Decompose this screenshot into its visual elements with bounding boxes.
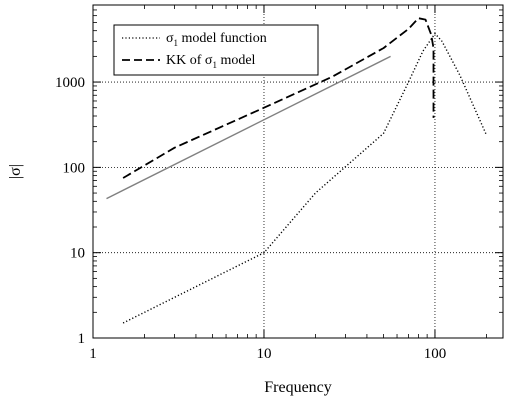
x-tick-label: 1: [89, 346, 97, 362]
series-model-function: [122, 32, 488, 324]
tick-marks: [92, 4, 503, 339]
tick-labels: 1 10 100 1 10 100 1000: [55, 75, 446, 362]
series-kk-model: [122, 17, 435, 179]
x-tick-label: 100: [424, 346, 447, 362]
x-tick-label: 10: [256, 346, 271, 362]
series-reference-line: [106, 55, 391, 200]
series-layer: [106, 17, 488, 324]
y-axis-label: |σ|: [7, 164, 24, 179]
legend-label-kk-model: KK of σ1 model: [166, 53, 256, 70]
y-tick-label: 1000: [55, 75, 85, 91]
y-tick-label: 1: [78, 331, 86, 347]
legend-label-model-function-rest: model function: [178, 31, 267, 46]
legend: σ1 model function KK of σ1 model: [113, 24, 319, 76]
x-axis-label: Frequency: [264, 379, 332, 396]
grid-lines: [93, 5, 503, 338]
legend-label-kk-model-sub: 1: [212, 60, 217, 70]
legend-label-model-function-main: σ: [166, 31, 174, 46]
legend-label-kk-model-rest: model: [217, 53, 256, 68]
legend-box: [113, 24, 319, 76]
y-tick-label: 10: [70, 246, 85, 262]
y-tick-label: 100: [63, 160, 86, 176]
legend-label-model-function: σ1 model function: [166, 31, 267, 48]
legend-label-model-function-sub: 1: [174, 38, 179, 48]
legend-label-kk-model-main: KK of σ: [166, 53, 213, 68]
